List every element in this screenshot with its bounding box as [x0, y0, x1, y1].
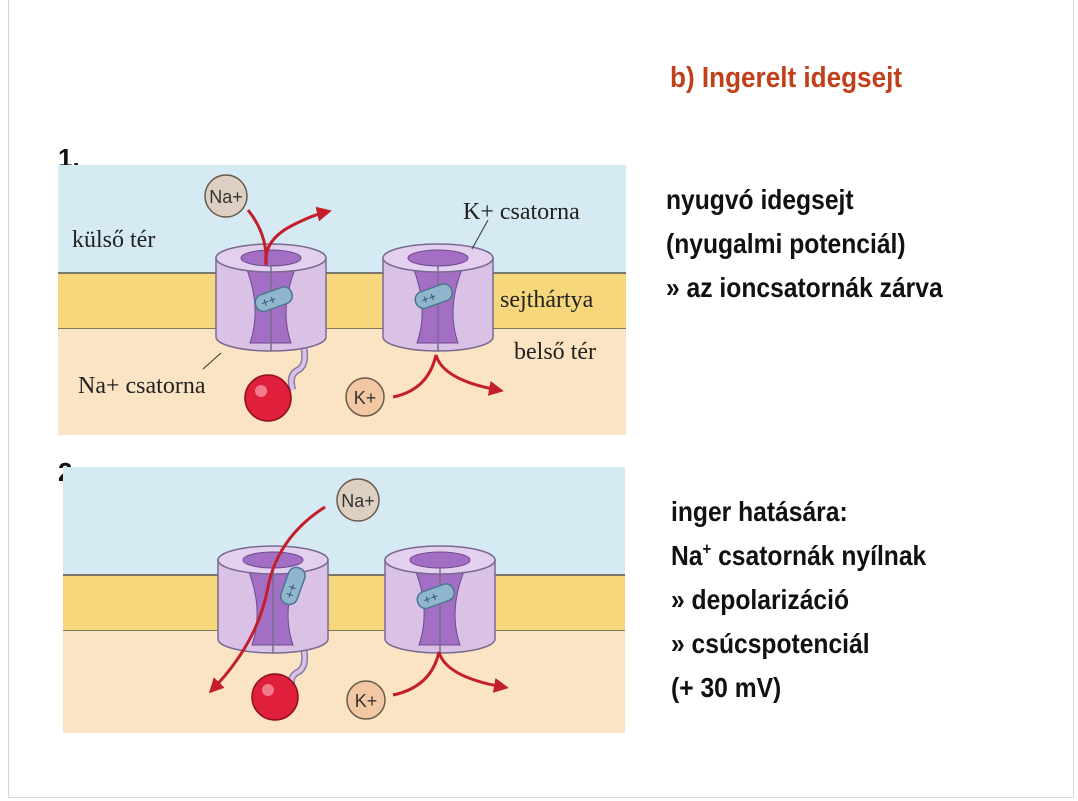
panel-1-diagram: ++ ++ Na+ K+ külső tér K+ csatorna sejth…: [58, 165, 626, 435]
svg-text:Na+: Na+: [341, 491, 375, 511]
panel-2-diagram: ++ ++ Na+ K+: [63, 467, 625, 733]
k-arrow-bounce: [392, 354, 504, 399]
panel-1-desc-line-2: (nyugalmi potenciál): [666, 228, 906, 259]
panel-2-desc-line-5: (+ 30 mV): [671, 672, 782, 703]
slide-title: b) Ingerelt idegsejt: [670, 62, 903, 94]
k-channel: ++: [382, 243, 494, 352]
panel-2-desc-line-4: » csúcspotenciál: [671, 628, 870, 659]
na-ion: Na+: [204, 174, 248, 218]
k-ion: K+: [345, 377, 385, 417]
svg-text:K+: K+: [355, 691, 378, 711]
label-k-channel: K+ csatorna: [463, 199, 580, 225]
na-ion-2: Na+: [336, 478, 380, 522]
svg-text:++: ++: [281, 581, 300, 600]
svg-text:++: ++: [421, 588, 440, 607]
na-arrow-bounce: [246, 206, 332, 266]
svg-text:++: ++: [259, 291, 278, 310]
panel-1-desc-line-1: nyugvó idegsejt: [666, 184, 854, 215]
label-outer-space: külső tér: [72, 227, 155, 253]
svg-text:K+: K+: [354, 388, 377, 408]
na-channel: ++: [215, 243, 327, 422]
k-ion-2: K+: [346, 680, 386, 720]
na-channel-open: ++: [217, 545, 329, 721]
outer-space: [58, 165, 626, 273]
panel-2-desc-line-2: Na+ csatornák nyílnak: [671, 539, 927, 571]
k-channel-2: ++: [384, 545, 496, 654]
label-inner-space: belső tér: [514, 339, 596, 365]
na-arrow-inflow: [208, 505, 326, 694]
panel-1-description: nyugvó idegsejt (nyugalmi potenciál) » a…: [666, 178, 943, 310]
k-arrow-bounce-2: [392, 651, 509, 697]
slide-frame: [8, 0, 1074, 798]
inner-space: [58, 329, 626, 435]
membrane: [58, 273, 626, 329]
panel-2-desc-line-1: inger hatására:: [671, 496, 848, 527]
panel-2-description: inger hatására: Na+ csatornák nyílnak » …: [671, 490, 926, 710]
label-membrane: sejthártya: [500, 287, 594, 313]
svg-text:++: ++: [419, 288, 438, 307]
panel-2-desc-line-3: » depolarizáció: [671, 584, 850, 615]
label-na-channel: Na+ csatorna: [78, 373, 206, 399]
svg-text:Na+: Na+: [209, 187, 243, 207]
panel-1-desc-line-3: » az ioncsatornák zárva: [666, 272, 943, 303]
